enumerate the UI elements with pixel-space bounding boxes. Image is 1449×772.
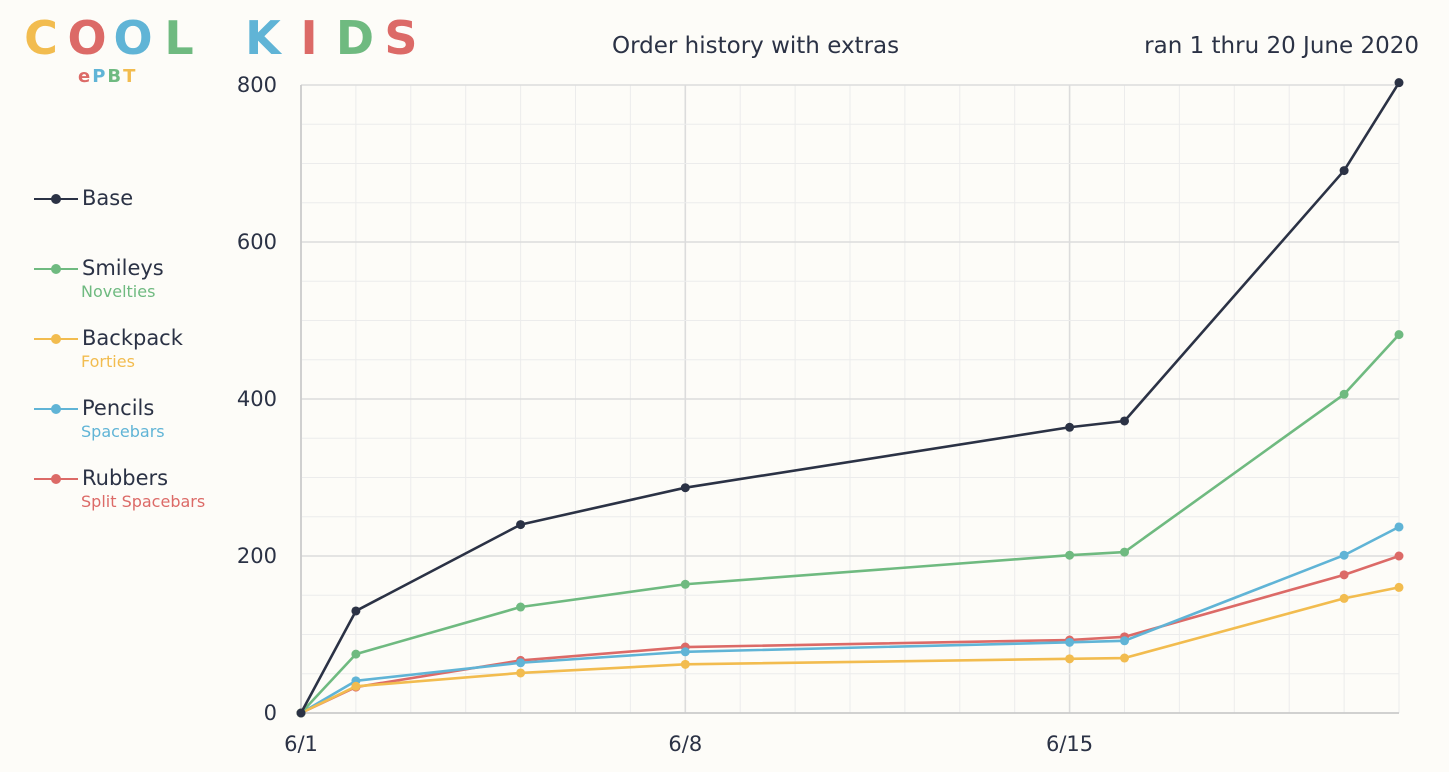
- series-line-base: [299, 81, 1401, 715]
- legend-item-rubbers: Rubbers Split Spacebars: [34, 464, 274, 534]
- legend-swatch: [34, 191, 78, 207]
- data-point: [296, 708, 306, 718]
- legend-swatch: [34, 331, 78, 347]
- data-point: [1339, 570, 1349, 580]
- data-point: [680, 579, 690, 589]
- data-point: [680, 659, 690, 669]
- legend-label: Base: [82, 186, 134, 210]
- logo-sub-letter: P: [92, 66, 108, 87]
- legend-label: Smileys: [82, 256, 164, 280]
- legend-swatch-dot: [51, 334, 61, 344]
- data-point: [516, 520, 526, 530]
- data-point: [1394, 78, 1404, 88]
- legend-swatch: [34, 261, 78, 277]
- data-point: [680, 647, 690, 657]
- data-point: [1394, 582, 1404, 592]
- series-line-pencils: [299, 525, 1401, 715]
- data-point: [516, 668, 526, 678]
- data-point: [1065, 422, 1075, 432]
- data-point: [351, 681, 361, 691]
- legend-swatch-dot: [51, 194, 61, 204]
- legend-item-base: Base: [34, 184, 274, 254]
- data-point: [1065, 637, 1075, 647]
- data-point: [1394, 330, 1404, 340]
- data-point: [1065, 654, 1075, 664]
- logo-sub-letter: B: [107, 66, 124, 87]
- legend-item-smileys: Smileys Novelties: [34, 254, 274, 324]
- chart-title: Order history with extras: [612, 33, 900, 59]
- logo-letter: D: [335, 11, 375, 65]
- y-tick-label: 0: [264, 701, 277, 725]
- legend-label: Rubbers: [82, 466, 169, 490]
- series-line-backpack: [299, 586, 1401, 715]
- data-point: [516, 658, 526, 668]
- data-point: [516, 602, 526, 612]
- legend-label: Pencils: [82, 396, 155, 420]
- data-point: [1339, 593, 1349, 603]
- x-tick-label: 6/15: [1046, 732, 1093, 756]
- legend-swatch: [34, 471, 78, 487]
- data-point: [1120, 653, 1129, 663]
- series-line-rubbers: [299, 554, 1401, 715]
- data-point: [1339, 550, 1349, 560]
- legend-swatch-dot: [51, 264, 61, 274]
- data-point: [1120, 636, 1129, 646]
- legend-sublabel: Spacebars: [81, 422, 165, 441]
- data-point: [1120, 416, 1129, 426]
- chart-legend: Base Smileys Novelties Backpack Forties Penci…: [34, 184, 274, 534]
- logo-letter: C: [24, 11, 58, 65]
- legend-sublabel: Novelties: [81, 282, 156, 301]
- logo-sub-letter: T: [123, 66, 138, 87]
- logo-letter: K: [245, 11, 281, 65]
- chart-subtitle: ran 1 thru 20 June 2020: [1144, 33, 1419, 59]
- logo-letter: O: [67, 11, 107, 65]
- logo-sub-letter: e: [78, 66, 93, 87]
- y-tick-label: 200: [237, 544, 277, 568]
- x-tick-label: 6/1: [284, 732, 318, 756]
- legend-label: Backpack: [82, 326, 183, 350]
- legend-swatch: [34, 401, 78, 417]
- logo-letter: I: [300, 11, 318, 65]
- logo-letter: L: [164, 11, 194, 65]
- data-point: [1065, 550, 1075, 560]
- legend-sublabel: Forties: [81, 352, 135, 371]
- data-point: [351, 649, 361, 659]
- data-point: [680, 483, 690, 493]
- x-tick-label: 6/8: [668, 732, 702, 756]
- legend-swatch-dot: [51, 474, 61, 484]
- logo-subtitle: ePBT: [78, 66, 137, 87]
- chart-series: [296, 78, 1404, 718]
- chart-grid: [300, 84, 1400, 714]
- legend-item-backpack: Backpack Forties: [34, 324, 274, 394]
- y-tick-label: 400: [237, 387, 277, 411]
- legend-swatch-dot: [51, 404, 61, 414]
- data-point: [1339, 389, 1349, 399]
- legend-sublabel: Split Spacebars: [81, 492, 206, 511]
- data-point: [1120, 547, 1129, 557]
- data-point: [351, 606, 361, 616]
- data-point: [1339, 166, 1349, 176]
- data-point: [1394, 551, 1404, 561]
- y-tick-label: 600: [237, 230, 277, 254]
- series-line-smileys: [299, 333, 1401, 715]
- chart-axes: 0 200 400 600 800 6/1 6/8 6/15: [237, 73, 1399, 756]
- legend-item-pencils: Pencils Spacebars: [34, 394, 274, 464]
- logo-letter: S: [384, 11, 418, 65]
- logo-letter: O: [113, 11, 153, 65]
- data-point: [1394, 522, 1404, 532]
- y-tick-label: 800: [237, 73, 277, 97]
